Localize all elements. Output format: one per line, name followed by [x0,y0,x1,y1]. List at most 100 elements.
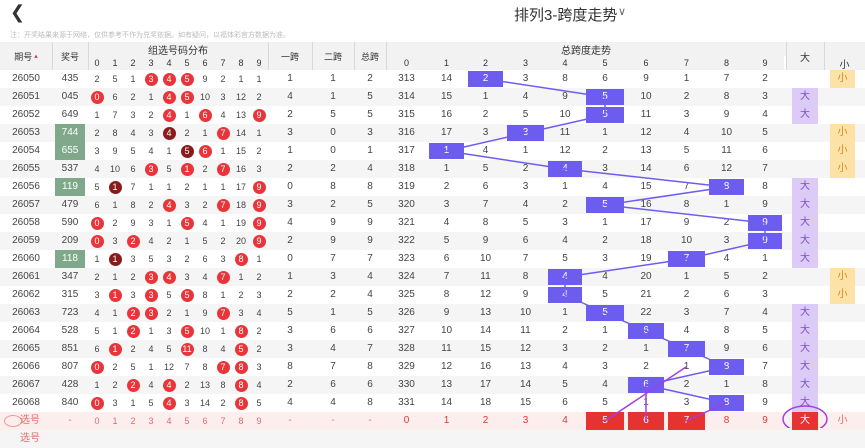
table-row[interactable]: 26051 045 0 6 2 1 4 5 10 3 12 2 4 1 5 314 15 1 4 9 5 10 2 8 3 大 [0,88,865,106]
small-header[interactable]: 小 [824,56,865,71]
pick-dist-button-0[interactable]: 0 [94,416,100,426]
trend-digit-header-5[interactable]: 5 [584,56,626,70]
sort-icon[interactable]: ▴ [34,52,38,60]
table-row[interactable]: 26056 119 5 1 7 1 1 2 1 1 17 9 0 8 8 319 2 6 3 1 4 15 7 8 8 大 [0,178,865,196]
pick-dist-button-5[interactable]: 5 [184,416,190,426]
pick-prize: - [68,415,72,426]
trend-mark: 5 [586,89,624,105]
pick-dist-button-8[interactable]: 8 [238,416,244,426]
trend-cell-1: 11 [441,343,452,354]
big-cell: 大 [792,376,818,394]
distribution-header[interactable]: 组选号码分布 [88,42,268,57]
dist-cell-0: 1 [94,254,100,264]
pick-dist-button-2[interactable]: 2 [130,416,136,426]
dist-digit-header-7[interactable]: 7 [214,56,232,70]
table-row[interactable]: 26055 537 4 10 6 3 5 1 2 7 16 3 2 2 4 318 1 5 2 4 3 14 6 12 7 小 [0,160,865,178]
table-row[interactable]: 26052 649 1 7 3 2 4 1 6 4 13 9 2 5 5 315 16 2 5 10 5 11 3 9 4 大 [0,106,865,124]
table-row[interactable]: 26067 428 1 2 2 4 4 2 13 8 8 4 2 6 6 330 13 17 14 5 4 6 2 1 8 大 [0,376,865,394]
dist-digit-header-1[interactable]: 1 [106,56,124,70]
pick-trend-button-2[interactable]: 2 [482,415,489,426]
chevron-down-icon[interactable]: ∨ [618,5,627,18]
small-header-top [824,42,865,56]
trend-digit-header-8[interactable]: 8 [707,56,746,70]
big-cell [792,286,818,304]
pick-trend-button-7[interactable]: 7 [668,412,705,430]
span2-header[interactable]: 二跨 [312,42,354,70]
pick-small-button[interactable]: 小 [837,415,848,426]
dist-digit-header-9[interactable]: 9 [250,56,268,70]
trend-header[interactable]: 总跨度走势 [386,42,786,57]
table-row[interactable]: 26062 315 3 1 3 3 5 5 8 1 2 3 2 2 4 325 8 12 9 4 5 21 2 6 3 小 [0,286,865,304]
pick-row-2[interactable]: 选号 [0,430,865,448]
trend-digit-header-7[interactable]: 7 [666,56,707,70]
pick-dist-button-3[interactable]: 3 [148,416,154,426]
dist-digit-header-3[interactable]: 3 [142,56,160,70]
dist-digit-header-0[interactable]: 0 [88,56,106,70]
table-row[interactable]: 26066 807 0 2 5 1 12 7 8 7 8 3 8 7 8 329 12 16 13 4 3 2 1 8 7 大 [0,358,865,376]
dist-digit-header-5[interactable]: 5 [178,56,196,70]
pick-trend-button-9[interactable]: 9 [762,415,768,426]
dist-cell-6: 2 [202,164,208,174]
page-title[interactable]: 排列3-跨度走势 [514,7,618,24]
pick-trend-button-8[interactable]: 8 [723,415,730,426]
table-row[interactable]: 26068 840 0 3 1 5 4 3 14 2 8 5 4 4 8 331 14 18 15 6 5 1 3 8 9 大 [0,394,865,412]
pick-circle-icon[interactable] [4,415,22,427]
trend-digit-header-1[interactable]: 1 [427,56,466,70]
pick-row[interactable]: 选号 -0 1 2 3 4 5 6 7 8 9- - -0 1 2 3 4 5 6 7 8 9 大小 [0,412,865,430]
dist-cell-3: 5 [148,254,154,264]
pick-trend-button-0[interactable]: 0 [403,415,410,426]
pick-trend-button-6[interactable]: 6 [628,412,664,430]
trend-digit-header-2[interactable]: 2 [466,56,505,70]
dist-digit-header-2[interactable]: 2 [124,56,142,70]
pick-big-button[interactable]: 大 [792,412,818,430]
dist-cell-7: 2 [220,398,226,408]
trend-digit-header-4[interactable]: 4 [546,56,584,70]
trend-digit-header-6[interactable]: 6 [626,56,666,70]
table-row[interactable]: 26063 723 4 1 2 3 2 1 9 7 3 4 5 1 5 326 9 13 10 1 5 22 3 7 4 大 [0,304,865,322]
back-arrow-icon[interactable]: ❮ [10,2,26,23]
dist-cell-5: 3 [184,398,190,408]
table-row[interactable]: 26054 655 3 9 5 4 1 5 6 1 15 2 1 0 1 317 1 4 1 12 2 13 5 11 6 小 [0,142,865,160]
pick-trend-button-1[interactable]: 1 [443,415,450,426]
trend-cell-0: 320 [398,199,415,210]
pick-dist-button-7[interactable]: 7 [220,416,226,426]
span1-header[interactable]: 一跨 [268,42,312,70]
trend-cell-5: 4 [602,181,608,192]
big-header[interactable]: 大 [786,42,824,70]
trend-cell-7: 1 [683,361,690,372]
pick-trend-button-4[interactable]: 4 [562,415,568,426]
table-row[interactable]: 26059 209 0 3 2 4 2 1 5 2 20 9 2 9 9 322 5 9 6 4 2 18 10 3 9 大 [0,232,865,250]
dist-digit-header-8[interactable]: 8 [232,56,250,70]
pick-dist-button-1[interactable]: 1 [112,416,118,426]
pick-dist-button-9[interactable]: 9 [256,416,262,426]
table-row[interactable]: 26050 435 2 5 1 3 4 5 9 2 1 1 1 1 2 313 14 2 3 8 6 9 1 7 2 小 [0,70,865,88]
prize-header[interactable]: 奖号 [52,42,88,70]
table-row[interactable]: 26057 479 6 1 8 2 4 3 2 7 18 9 3 2 5 320 3 7 4 2 5 16 8 1 9 大 [0,196,865,214]
trend-digit-header-9[interactable]: 9 [746,56,784,70]
table-row[interactable]: 26053 744 2 8 4 3 4 2 1 7 14 1 3 0 3 316 17 3 3 11 1 12 4 10 5 小 [0,124,865,142]
span-total-header[interactable]: 总跨 [354,42,386,70]
table-row[interactable]: 26060 118 1 1 3 5 3 2 6 3 8 1 0 7 7 323 6 10 7 5 3 19 7 4 1 大 [0,250,865,268]
dist-cell-7: 7 [214,160,232,178]
table-row[interactable]: 26064 528 5 1 2 1 3 5 10 1 8 2 3 6 6 327 10 14 11 2 1 6 4 8 5 大 [0,322,865,340]
trend-mark: 4 [548,287,582,303]
dist-cell-2: 8 [130,200,136,210]
dist-cell-7: 4 [220,344,226,354]
dist-digit-header-4[interactable]: 4 [160,56,178,70]
dist-cell-7: 1 [220,182,226,192]
trend-cell-6: 21 [640,289,652,300]
dist-digit-header-6[interactable]: 6 [196,56,214,70]
number-ball: 1 [180,163,194,176]
table-row[interactable]: 26061 347 2 1 2 3 4 3 4 7 1 2 1 3 4 324 7 11 8 4 4 20 1 5 2 小 [0,268,865,286]
pick-trend-button-5[interactable]: 5 [586,412,624,430]
table-row[interactable]: 26058 590 0 2 9 3 1 5 4 1 19 9 4 9 9 321 4 8 5 3 1 17 9 2 9 大 [0,214,865,232]
pick-trend-button-3[interactable]: 3 [522,415,529,426]
trend-cell-6: 12 [640,127,652,138]
dist-cell-6: 8 [202,362,208,372]
pick-dist-button-4[interactable]: 4 [166,416,172,426]
trend-digit-header-0[interactable]: 0 [386,56,427,70]
pick-dist-button-6[interactable]: 6 [202,416,208,426]
table-row[interactable]: 26065 851 6 1 2 4 5 11 8 4 5 2 3 4 7 328 11 15 12 3 2 1 7 9 6 大 [0,340,865,358]
period-header[interactable]: 期号 ▴ [0,42,52,70]
trend-digit-header-3[interactable]: 3 [505,56,546,70]
